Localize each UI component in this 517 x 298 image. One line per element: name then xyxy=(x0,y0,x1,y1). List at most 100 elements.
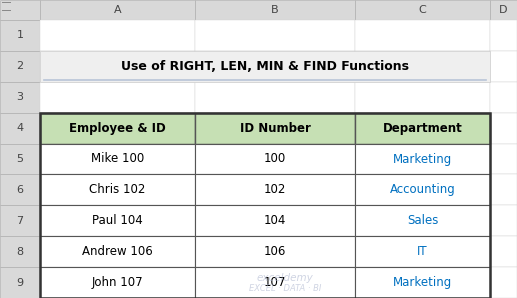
Text: Mike 100: Mike 100 xyxy=(91,153,144,165)
Bar xyxy=(0,82,40,113)
Bar xyxy=(40,144,195,174)
Bar xyxy=(490,0,517,20)
Text: C: C xyxy=(419,5,427,15)
Bar xyxy=(355,174,490,205)
Text: 100: 100 xyxy=(264,153,286,165)
Bar xyxy=(40,113,195,144)
Text: 5: 5 xyxy=(17,154,23,164)
Bar xyxy=(355,236,490,267)
Bar xyxy=(195,236,355,267)
Text: D: D xyxy=(499,5,508,15)
Bar xyxy=(490,144,517,174)
Bar xyxy=(40,174,195,205)
Text: Sales: Sales xyxy=(407,214,438,227)
Bar xyxy=(490,236,517,267)
Text: John 107: John 107 xyxy=(92,276,143,289)
Bar xyxy=(195,174,355,205)
Bar xyxy=(0,205,40,236)
Bar xyxy=(195,20,355,51)
Bar xyxy=(355,205,490,236)
Bar xyxy=(40,236,195,267)
Bar xyxy=(355,267,490,298)
Text: Marketing: Marketing xyxy=(393,153,452,165)
Bar xyxy=(355,236,490,267)
Bar xyxy=(40,113,195,144)
Bar xyxy=(0,174,40,205)
Text: EXCEL · DATA · BI: EXCEL · DATA · BI xyxy=(249,284,321,293)
Text: Chris 102: Chris 102 xyxy=(89,183,146,196)
Bar xyxy=(355,144,490,174)
Text: Paul 104: Paul 104 xyxy=(92,214,143,227)
Bar xyxy=(40,205,195,236)
Bar xyxy=(195,205,355,236)
Bar xyxy=(40,174,195,205)
Bar xyxy=(490,113,517,144)
Bar xyxy=(490,205,517,236)
Bar xyxy=(355,113,490,144)
Bar xyxy=(490,20,517,51)
Bar xyxy=(195,0,355,20)
Bar xyxy=(40,205,195,236)
Bar xyxy=(40,51,490,82)
Text: B: B xyxy=(271,5,279,15)
Bar xyxy=(0,0,40,20)
Text: Department: Department xyxy=(383,122,462,135)
Bar xyxy=(0,267,40,298)
Bar xyxy=(40,267,195,298)
Bar xyxy=(355,205,490,236)
Bar xyxy=(195,267,355,298)
Bar xyxy=(195,205,355,236)
Text: Accounting: Accounting xyxy=(390,183,455,196)
Bar xyxy=(40,144,195,174)
Text: 8: 8 xyxy=(17,247,24,257)
Text: 4: 4 xyxy=(17,123,24,133)
Bar xyxy=(40,236,195,267)
Bar xyxy=(40,20,195,51)
Text: 7: 7 xyxy=(17,216,24,226)
Text: 9: 9 xyxy=(17,277,24,288)
Bar xyxy=(355,20,490,51)
Bar xyxy=(355,174,490,205)
Bar xyxy=(40,113,490,298)
Bar xyxy=(490,82,517,113)
Bar xyxy=(40,267,195,298)
Text: 6: 6 xyxy=(17,185,23,195)
Bar xyxy=(40,0,195,20)
Text: 102: 102 xyxy=(264,183,286,196)
Bar xyxy=(195,144,355,174)
Bar xyxy=(0,20,40,51)
Text: Use of RIGHT, LEN, MIN & FIND Functions: Use of RIGHT, LEN, MIN & FIND Functions xyxy=(121,60,409,73)
Bar xyxy=(195,113,355,144)
Bar xyxy=(195,113,355,144)
Bar xyxy=(490,51,517,82)
Text: ID Number: ID Number xyxy=(239,122,310,135)
Bar xyxy=(355,144,490,174)
Text: exceldemy: exceldemy xyxy=(256,273,313,283)
Bar xyxy=(355,0,490,20)
Text: IT: IT xyxy=(417,245,428,258)
Bar xyxy=(40,51,195,82)
Bar xyxy=(355,51,490,82)
Bar xyxy=(195,51,355,82)
Bar xyxy=(195,174,355,205)
Bar xyxy=(195,236,355,267)
Text: Marketing: Marketing xyxy=(393,276,452,289)
Text: 104: 104 xyxy=(264,214,286,227)
Bar xyxy=(0,236,40,267)
Text: 1: 1 xyxy=(17,30,23,41)
Bar xyxy=(195,267,355,298)
Bar xyxy=(355,267,490,298)
Bar xyxy=(355,113,490,144)
Text: 3: 3 xyxy=(17,92,23,102)
Bar xyxy=(0,51,40,82)
Text: Andrew 106: Andrew 106 xyxy=(82,245,153,258)
Bar xyxy=(195,82,355,113)
Bar xyxy=(0,144,40,174)
Text: Employee & ID: Employee & ID xyxy=(69,122,166,135)
Text: 106: 106 xyxy=(264,245,286,258)
Bar xyxy=(490,174,517,205)
Bar xyxy=(195,144,355,174)
Text: 2: 2 xyxy=(17,61,24,71)
Text: A: A xyxy=(114,5,121,15)
Bar xyxy=(0,113,40,144)
